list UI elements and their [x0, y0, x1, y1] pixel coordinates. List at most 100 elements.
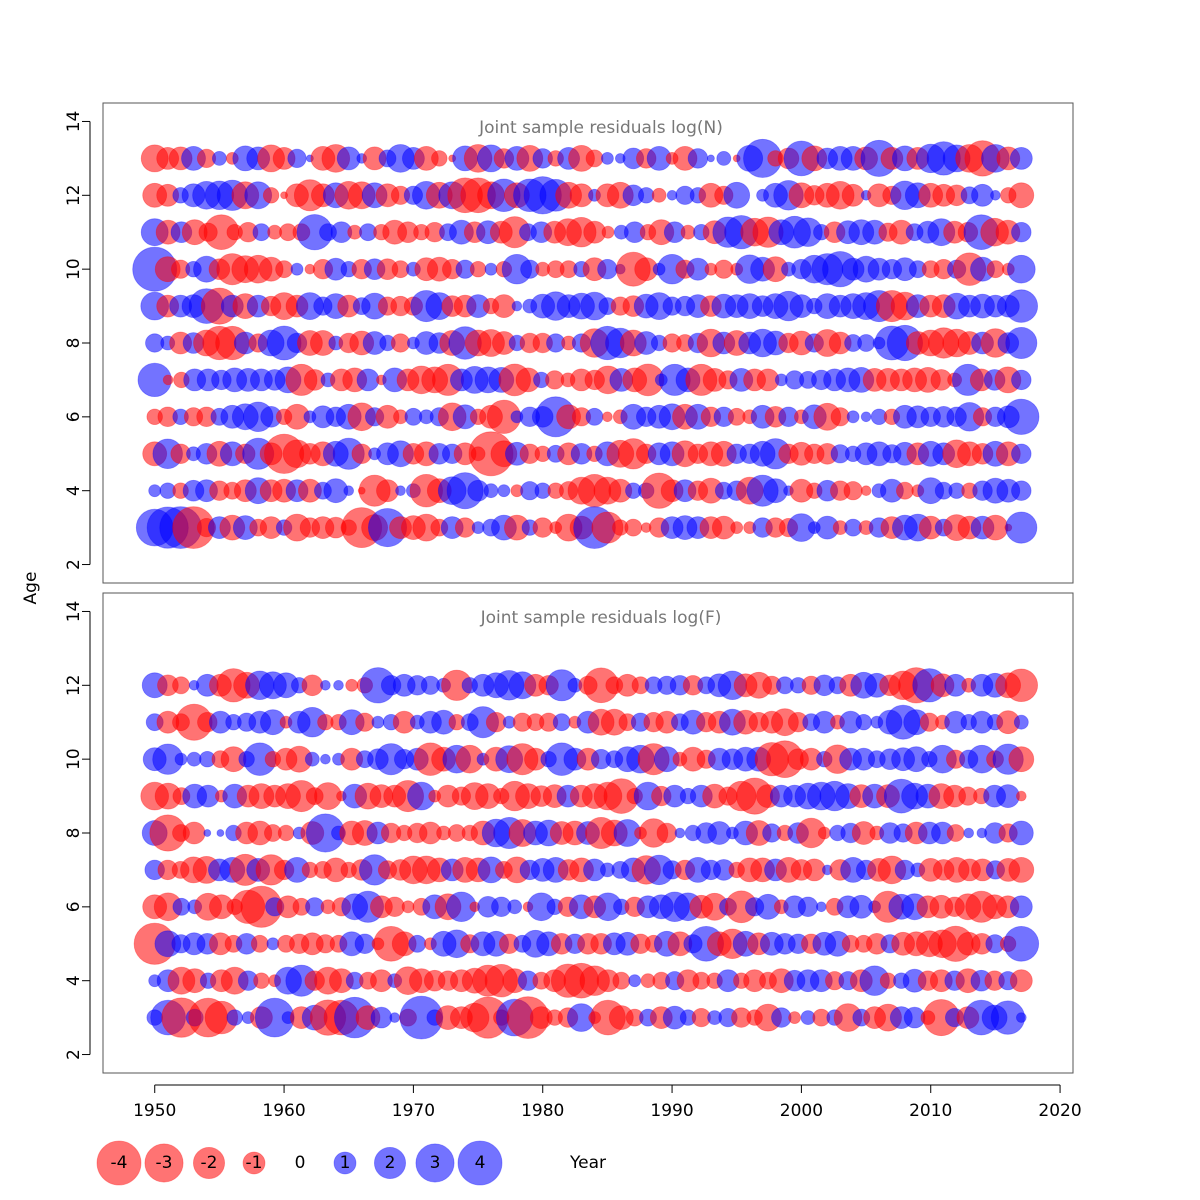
residual-bubble [638, 187, 655, 204]
residual-bubble [304, 751, 320, 767]
residual-bubble [815, 901, 827, 913]
legend-label: 3 [430, 1153, 441, 1173]
residual-bubble [172, 676, 190, 695]
bubbles-layer [132, 138, 1040, 1040]
residual-bubble [301, 674, 324, 697]
residual-bubble [395, 485, 406, 497]
residual-bubble [1006, 254, 1036, 284]
y-tick-label: 14 [64, 111, 84, 133]
residual-bubble [963, 827, 974, 839]
residual-bubble [1011, 443, 1032, 465]
residual-bubble [1005, 511, 1038, 544]
residual-bubble [1008, 182, 1035, 209]
y-tick-label: 4 [64, 485, 84, 496]
residual-bubble [384, 896, 405, 918]
residual-bubble [262, 187, 280, 204]
residual-bubble [389, 1012, 401, 1023]
residual-bubble [946, 824, 965, 842]
residual-bubble [1008, 857, 1035, 883]
residual-bubble [585, 149, 604, 168]
y-tick-label: 6 [64, 411, 84, 422]
x-tick-label: 2010 [909, 1101, 952, 1121]
residual-bubble [186, 751, 202, 767]
residual-bubble [843, 481, 863, 501]
residual-bubble [860, 411, 872, 423]
residual-bubble [1015, 790, 1027, 802]
x-tick-label: 1960 [262, 1101, 305, 1121]
legend-bubble [144, 1143, 184, 1183]
y-tick-label: 2 [64, 559, 84, 570]
residual-bubble [846, 410, 860, 424]
y-axis-title: Age [21, 572, 41, 605]
residual-bubble [896, 481, 914, 500]
residual-bubble [507, 899, 523, 915]
residual-bubble [356, 368, 380, 392]
residual-bubble [687, 148, 709, 169]
residual-bubble [1011, 480, 1032, 501]
legend-bubble [96, 1140, 142, 1186]
panel-frame-top [102, 102, 1074, 584]
residual-bubble [860, 485, 872, 497]
residual-bubble [656, 822, 678, 844]
residual-bubble [216, 829, 225, 837]
y-tick-label: 12 [64, 184, 84, 206]
residual-bubble [601, 225, 615, 239]
residual-bubble [680, 224, 696, 240]
y-tick-label: 10 [64, 258, 84, 280]
residual-bubble [469, 261, 487, 278]
residual-bubble [333, 679, 344, 691]
legend-label: -2 [201, 1153, 218, 1173]
residual-bubble [797, 896, 819, 918]
residual-bubble [857, 334, 875, 352]
residual-bubble [320, 753, 331, 765]
y-tick-label: 12 [64, 674, 84, 696]
residual-bubble [1009, 895, 1033, 919]
legend-label: -3 [156, 1153, 173, 1173]
y-tick-label: 8 [64, 828, 84, 839]
residual-bubble [674, 827, 686, 839]
residual-bubble [370, 1006, 393, 1029]
residual-bubble [651, 187, 667, 203]
residual-bubble [1008, 746, 1035, 773]
residual-bubble [628, 974, 642, 988]
residual-bubble [355, 712, 375, 732]
residual-bubble [497, 484, 511, 498]
legend-label: 4 [475, 1153, 486, 1173]
residual-bubble [345, 678, 359, 692]
residual-bubble [1003, 925, 1040, 962]
residual-bubble [830, 407, 850, 427]
residual-bubble [484, 262, 498, 276]
residual-bubble [390, 333, 411, 353]
residual-bubble [253, 972, 270, 989]
residual-bubble [714, 259, 734, 279]
residual-bubble [1009, 969, 1033, 993]
panel-frame-bottom [102, 592, 1074, 1074]
axes-layer: 2 4 6 8 10 12 14 2 4 6 8 10 12 14 1950 1960 1970 1980 1990… [64, 111, 1082, 1121]
legend-bubble [192, 1147, 225, 1180]
residual-bubble [716, 150, 732, 166]
panel-title-top: Joint sample residuals log(N) [478, 118, 723, 138]
x-tick-label: 2000 [780, 1101, 823, 1121]
residual-bubble [990, 190, 1001, 201]
legend-label: -4 [111, 1153, 128, 1173]
residual-bubble [275, 260, 294, 279]
y-tick-label: 2 [64, 1049, 84, 1060]
legend-label: -1 [246, 1153, 263, 1173]
y-tick-label: 8 [64, 338, 84, 349]
legend-bubble [415, 1143, 455, 1183]
residual-bubble [182, 821, 206, 845]
residual-bubble [290, 262, 304, 276]
residual-bubble [203, 829, 212, 837]
residual-bubble [1009, 146, 1033, 170]
residual-bubble [174, 752, 188, 766]
residual-bubble [277, 824, 295, 842]
residual-bubble [1013, 714, 1029, 730]
legend-bubble [242, 1151, 266, 1175]
residual-bubble [552, 713, 571, 732]
residual-bubble [597, 259, 618, 280]
residual-bubble [320, 679, 331, 691]
residual-bubble [250, 934, 269, 953]
y-tick-label: 10 [64, 748, 84, 770]
residual-bubble [585, 407, 604, 426]
